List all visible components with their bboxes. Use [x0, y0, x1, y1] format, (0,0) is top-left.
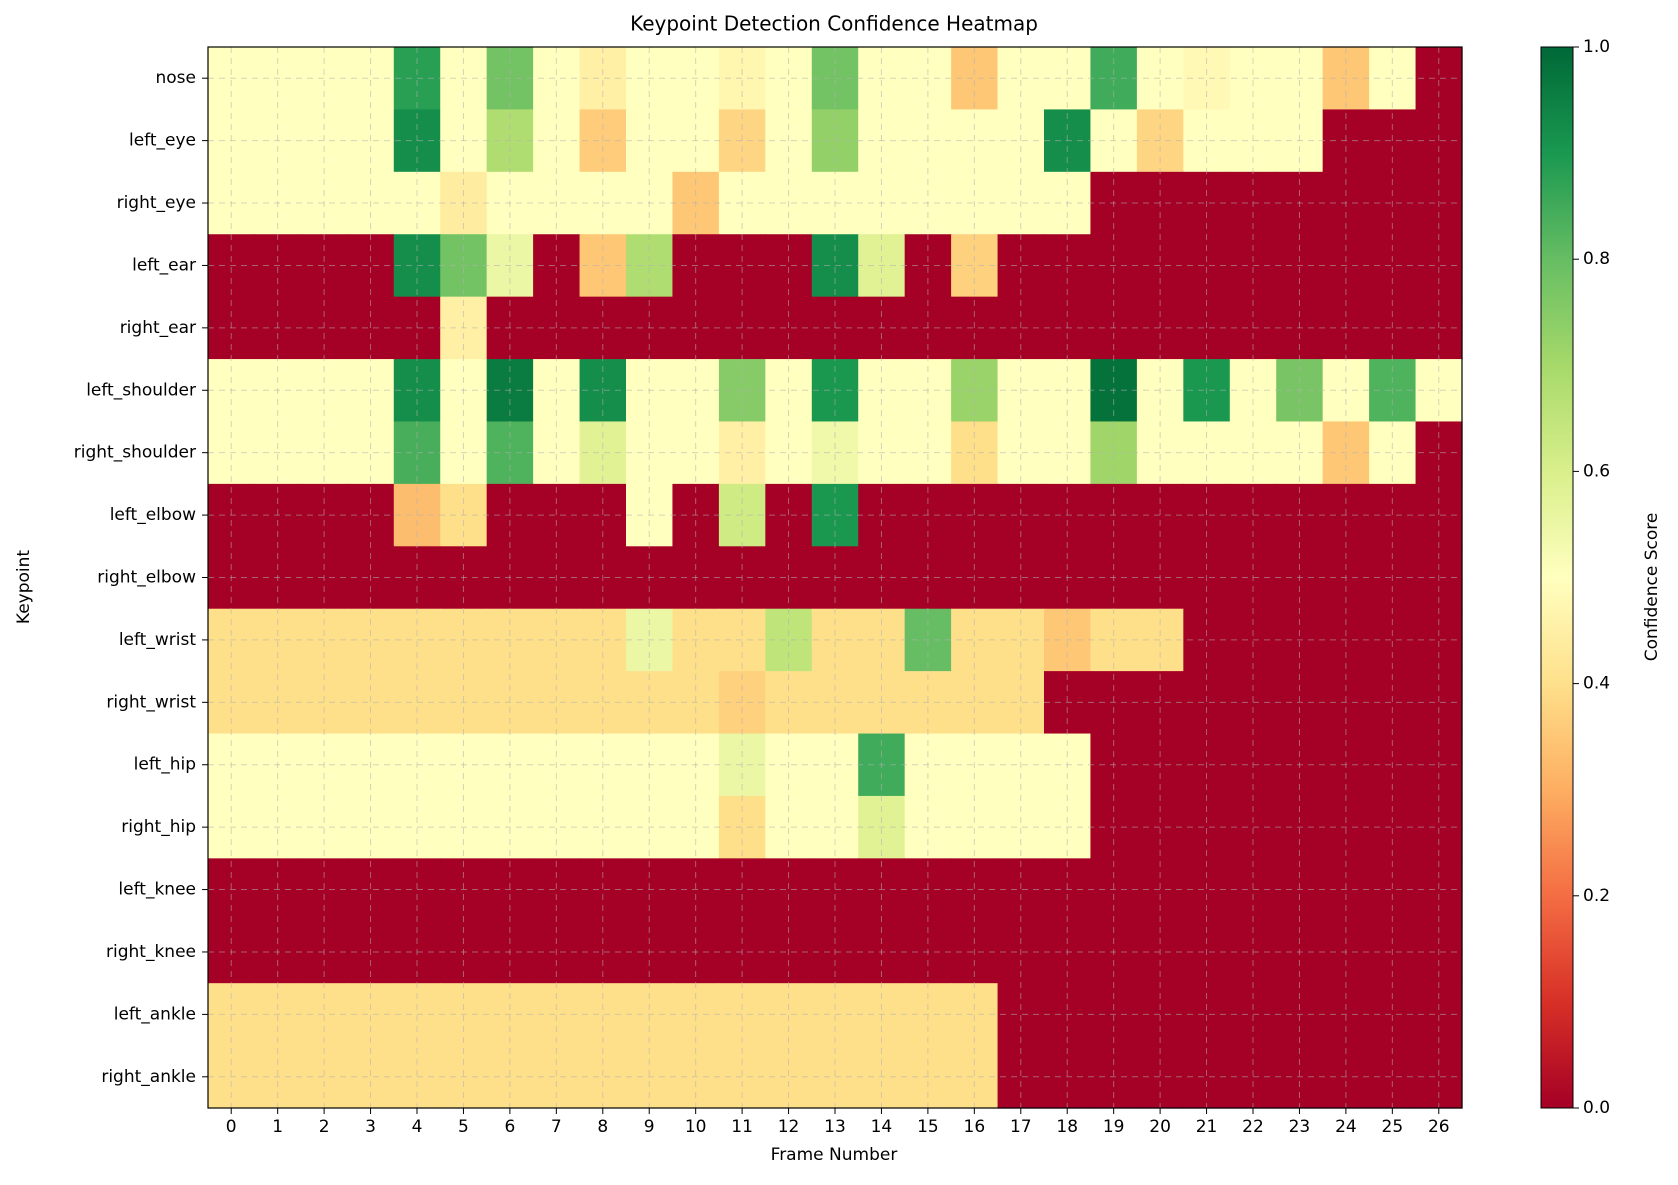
x-tick-label: 8 — [597, 1117, 608, 1137]
x-tick-label: 5 — [458, 1117, 469, 1137]
x-tick-label: 3 — [365, 1117, 376, 1137]
x-tick-label: 26 — [1428, 1117, 1450, 1137]
y-tick-label: left_hip — [134, 755, 196, 775]
y-tick-label: right_eye — [117, 193, 196, 213]
x-tick-label: 9 — [644, 1117, 655, 1137]
colorbar-tick-label: 0.4 — [1583, 674, 1610, 694]
y-tick-label: left_ankle — [114, 1004, 196, 1024]
x-tick-label: 2 — [319, 1117, 330, 1137]
x-tick-label: 14 — [871, 1117, 893, 1137]
y-axis-label: Keypoint — [14, 550, 34, 625]
colorbar-label: Confidence Score — [1642, 513, 1662, 662]
colorbar-frame — [1540, 46, 1574, 1109]
x-tick-label: 4 — [412, 1117, 423, 1137]
heatmap-cells — [208, 47, 1463, 1109]
y-tick-label: right_ear — [120, 318, 196, 338]
x-tick-label: 10 — [685, 1117, 707, 1137]
y-tick-label: left_eye — [129, 131, 196, 151]
x-tick-label: 20 — [1149, 1117, 1171, 1137]
y-tick-label: right_elbow — [97, 568, 196, 588]
x-tick-label: 6 — [504, 1117, 515, 1137]
colorbar: 0.0 0.2 0.4 0.6 0.8 1.0 — [1540, 37, 1610, 1118]
x-tick-label: 24 — [1335, 1117, 1357, 1137]
y-tick-label: right_wrist — [106, 692, 196, 712]
y-tick-label: right_shoulder — [74, 443, 196, 463]
x-tick-label: 21 — [1196, 1117, 1218, 1137]
x-tick-label: 23 — [1289, 1117, 1311, 1137]
x-tick-label: 22 — [1242, 1117, 1264, 1137]
y-tick-label: left_shoulder — [86, 380, 196, 400]
gridlines — [208, 47, 1462, 1108]
x-tick-label: 11 — [731, 1117, 753, 1137]
colorbar-tick-label: 1.0 — [1583, 37, 1610, 57]
colorbar-tick-label: 0.6 — [1583, 461, 1610, 481]
chart-title: Keypoint Detection Confidence Heatmap — [630, 12, 1038, 36]
x-tick-label: 18 — [1056, 1117, 1078, 1137]
x-axis-label: Frame Number — [771, 1145, 898, 1165]
x-tick-label: 15 — [917, 1117, 939, 1137]
y-tick-label: left_wrist — [119, 630, 197, 650]
colorbar-tick-label: 0.8 — [1583, 249, 1610, 269]
y-tick-label: right_ankle — [101, 1067, 196, 1087]
y-tick-label: left_elbow — [110, 505, 196, 525]
x-tick-label: 1 — [272, 1117, 283, 1137]
axes: 0 1 2 3 4 5 6 7 8 9 10 11 12 13 14 15 16 17 18 19 20 21 22 23 24… — [74, 46, 1463, 1137]
colorbar-tick-label: 0.0 — [1583, 1098, 1610, 1118]
x-tick-label: 0 — [226, 1117, 237, 1137]
x-tick-label: 16 — [964, 1117, 986, 1137]
colorbar-gradient — [1541, 47, 1573, 1108]
colorbar-tick-label: 0.2 — [1583, 886, 1610, 906]
x-tick-label: 19 — [1103, 1117, 1125, 1137]
y-tick-label: left_knee — [118, 880, 196, 900]
y-tick-label: nose — [156, 68, 197, 88]
x-tick-label: 13 — [824, 1117, 846, 1137]
x-tick-label: 17 — [1010, 1117, 1032, 1137]
y-tick-label: right_hip — [121, 817, 196, 837]
x-tick-label: 7 — [551, 1117, 562, 1137]
x-tick-label: 12 — [778, 1117, 800, 1137]
x-tick-label: 25 — [1382, 1117, 1404, 1137]
y-tick-label: left_ear — [132, 255, 196, 275]
y-tick-label: right_knee — [106, 942, 196, 962]
